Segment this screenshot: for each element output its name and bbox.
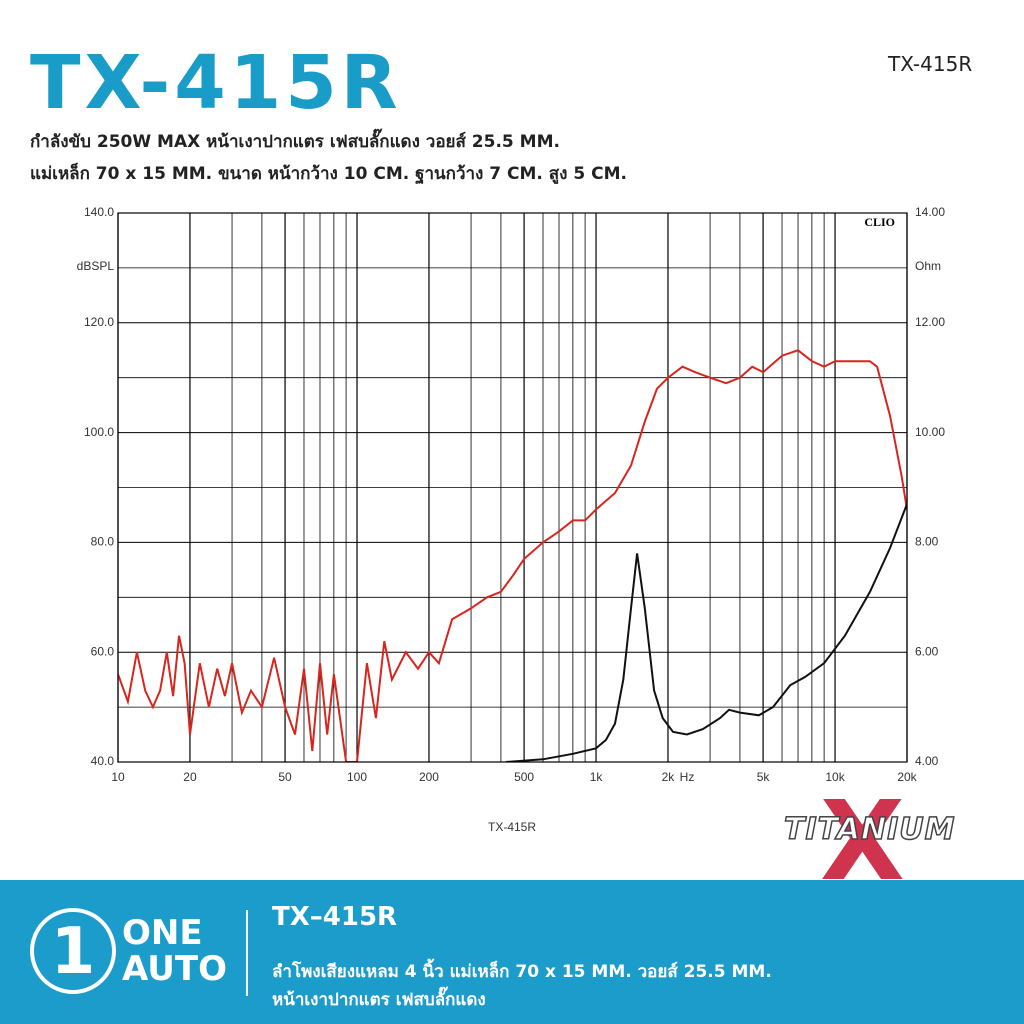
y2-tick-label: 8.00 xyxy=(915,535,939,549)
footer-line: ลำโพงเสียงแหลม 4 นิ้ว แม่เหล็ก 70 x 15 M… xyxy=(272,962,772,982)
series-line xyxy=(505,503,907,762)
footer-line: หน้าเงาปากแตร เฟสบลั๊กแดง xyxy=(272,990,486,1010)
watermark: CLIO xyxy=(864,215,895,229)
product-title: TX-415R xyxy=(30,40,402,126)
x-tick-label: 100 xyxy=(347,770,367,784)
spec-line: แม่เหล็ก 70 x 15 MM. ขนาด หน้ากว้าง 10 C… xyxy=(30,164,627,184)
y2-axis-label: Ohm xyxy=(915,259,941,273)
x-unit: Hz xyxy=(680,770,695,784)
spec-line: กำลังขับ 250W MAX หน้าเงาปากแตร เฟสบลั๊ก… xyxy=(30,132,560,152)
y-axis-label: dBSPL xyxy=(77,259,115,273)
x-tick-label: 1k xyxy=(590,770,604,784)
y-tick-label: 40.0 xyxy=(91,754,115,768)
logo-number: 1 xyxy=(30,908,116,994)
y-tick-label: 60.0 xyxy=(91,644,115,658)
y-tick-label: 100.0 xyxy=(84,425,114,439)
x-tick-label: 10k xyxy=(825,770,845,784)
x-tick-label: 10 xyxy=(111,770,125,784)
logo-x: X xyxy=(820,777,905,905)
x-tick-label: 20 xyxy=(183,770,197,784)
series-line xyxy=(118,349,907,762)
y2-tick-label: 4.00 xyxy=(915,754,939,768)
titanium-logo: TITANIUM xyxy=(783,811,956,848)
x-tick-label: 5k xyxy=(757,770,771,784)
footer-title: TX–415R xyxy=(272,902,398,932)
y-tick-label: 120.0 xyxy=(84,315,114,329)
y2-tick-label: 14.00 xyxy=(915,205,945,219)
chart: 40.0 60.0 80.0 100.0 120.0 140.0 4.00 6.00 8.00 1… xyxy=(77,205,946,834)
separator xyxy=(246,910,248,996)
y2-tick-label: 10.00 xyxy=(915,425,945,439)
y-tick-label: 140.0 xyxy=(84,205,114,219)
x-tick-label: 2k xyxy=(662,770,676,784)
x-tick-label: 200 xyxy=(419,770,439,784)
x-tick-label: 500 xyxy=(514,770,534,784)
corner-label: TX-415R xyxy=(888,52,973,76)
x-tick-label: 50 xyxy=(278,770,292,784)
y2-tick-label: 12.00 xyxy=(915,315,945,329)
plot-border xyxy=(117,212,908,763)
footer: 1 ONE AUTO TX–415R ลำโพงเสียงแหลม 4 นิ้ว… xyxy=(0,880,1024,1024)
x-axis-label: TX-415R xyxy=(488,820,536,834)
logo-top: ONE xyxy=(122,913,203,953)
logo-bottom: AUTO xyxy=(122,949,227,989)
y2-tick-label: 6.00 xyxy=(915,644,939,658)
x-tick-label: 20k xyxy=(897,770,917,784)
y-tick-label: 80.0 xyxy=(91,535,115,549)
